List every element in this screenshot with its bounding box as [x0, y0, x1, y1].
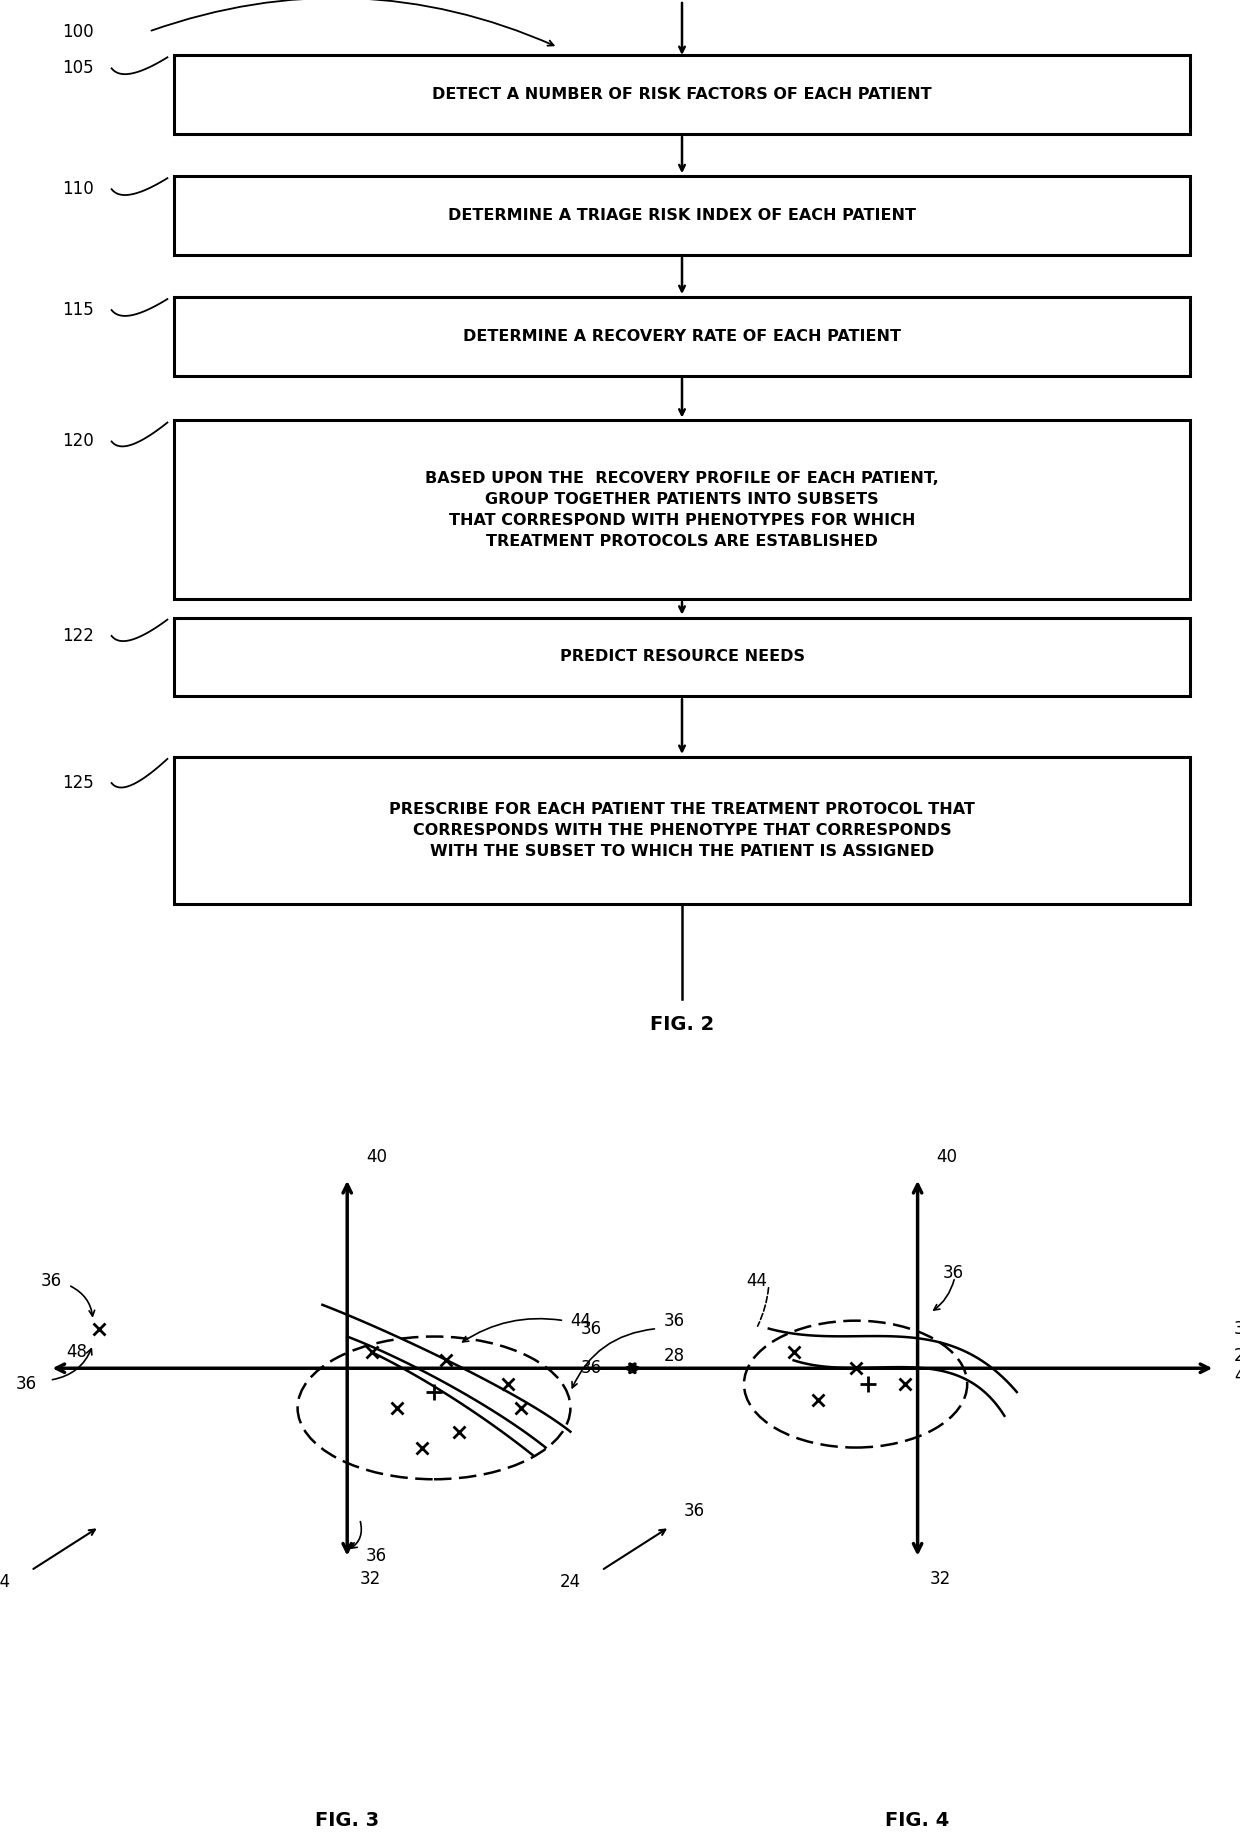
- Text: 125: 125: [62, 774, 94, 793]
- Text: 44: 44: [570, 1311, 591, 1330]
- Text: 36: 36: [1234, 1320, 1240, 1337]
- Text: 36: 36: [663, 1311, 684, 1330]
- FancyBboxPatch shape: [174, 420, 1190, 599]
- Text: PREDICT RESOURCE NEEDS: PREDICT RESOURCE NEEDS: [559, 649, 805, 664]
- Text: PRESCRIBE FOR EACH PATIENT THE TREATMENT PROTOCOL THAT
CORRESPONDS WITH THE PHEN: PRESCRIBE FOR EACH PATIENT THE TREATMENT…: [389, 802, 975, 859]
- Text: 36: 36: [41, 1272, 62, 1291]
- Text: DETERMINE A TRIAGE RISK INDEX OF EACH PATIENT: DETERMINE A TRIAGE RISK INDEX OF EACH PA…: [448, 208, 916, 223]
- Text: 48: 48: [1234, 1366, 1240, 1385]
- Text: FIG. 2: FIG. 2: [650, 1016, 714, 1034]
- FancyBboxPatch shape: [174, 55, 1190, 135]
- Text: 28: 28: [1234, 1348, 1240, 1365]
- Text: DETECT A NUMBER OF RISK FACTORS OF EACH PATIENT: DETECT A NUMBER OF RISK FACTORS OF EACH …: [433, 87, 931, 101]
- Text: 36: 36: [16, 1376, 37, 1392]
- Text: 32: 32: [360, 1571, 381, 1588]
- FancyBboxPatch shape: [174, 618, 1190, 697]
- FancyBboxPatch shape: [174, 175, 1190, 254]
- Text: 36: 36: [580, 1359, 601, 1377]
- Text: 105: 105: [62, 59, 94, 77]
- Text: 110: 110: [62, 181, 94, 197]
- Text: 36: 36: [366, 1547, 387, 1566]
- Text: 120: 120: [62, 433, 94, 450]
- Text: FIG. 3: FIG. 3: [315, 1811, 379, 1829]
- Text: 44: 44: [746, 1272, 766, 1291]
- Text: BASED UPON THE  RECOVERY PROFILE OF EACH PATIENT,
GROUP TOGETHER PATIENTS INTO S: BASED UPON THE RECOVERY PROFILE OF EACH …: [425, 470, 939, 550]
- Text: 40: 40: [936, 1149, 957, 1165]
- Text: 122: 122: [62, 627, 94, 645]
- Text: DETERMINE A RECOVERY RATE OF EACH PATIENT: DETERMINE A RECOVERY RATE OF EACH PATIEN…: [463, 328, 901, 343]
- Text: 40: 40: [366, 1149, 387, 1165]
- Text: FIG. 4: FIG. 4: [885, 1811, 950, 1829]
- FancyBboxPatch shape: [174, 297, 1190, 376]
- Text: 32: 32: [930, 1571, 951, 1588]
- Text: 48: 48: [66, 1344, 87, 1361]
- FancyBboxPatch shape: [174, 756, 1190, 904]
- Text: 100: 100: [62, 22, 94, 41]
- Text: 24: 24: [559, 1573, 582, 1591]
- Text: 36: 36: [683, 1503, 706, 1519]
- Text: 28: 28: [663, 1348, 684, 1365]
- Text: 115: 115: [62, 301, 94, 319]
- Text: 24: 24: [0, 1573, 11, 1591]
- Text: 36: 36: [580, 1320, 601, 1337]
- Text: 36: 36: [942, 1265, 963, 1282]
